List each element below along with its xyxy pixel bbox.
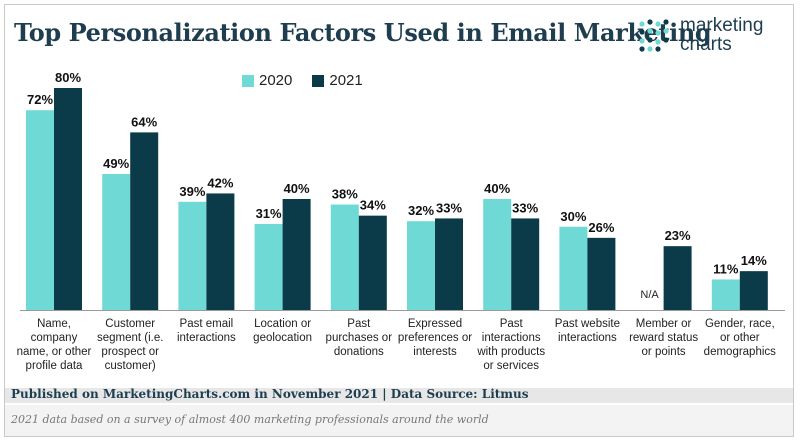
category-label-1: Customer segment (i.e. prospect or customer…	[97, 318, 163, 372]
chart-legend: 2020 2021	[242, 72, 377, 89]
category-label-3: Location or geolocation	[253, 318, 312, 344]
legend-item-2020: 2020	[242, 72, 292, 89]
legend-item-2021: 2021	[312, 72, 363, 89]
bar-2021-5	[435, 218, 463, 310]
data-label-2020-1: 49%	[103, 156, 129, 171]
category-label-0: Name, company name, or other profile data	[17, 318, 92, 372]
category-label-5: Expressed preferences or interests	[398, 318, 472, 358]
data-label-2020-0: 72%	[27, 92, 53, 107]
bar-2020-7	[559, 226, 588, 310]
bar-2020-4	[330, 204, 359, 310]
bar-2020-9	[711, 279, 740, 310]
data-label-2020-5: 32%	[408, 203, 434, 218]
bar-2021-4	[358, 215, 387, 310]
data-label-2021-1: 64%	[131, 114, 157, 129]
bar-2020-5	[407, 221, 435, 310]
legend-label-2021: 2021	[329, 72, 363, 89]
data-label-2021-4: 34%	[360, 198, 386, 213]
chart-title: Top Personalization Factors Used in Emai…	[14, 18, 712, 47]
bar-2021-8	[663, 246, 692, 310]
logo-line-2: charts	[680, 34, 732, 55]
logo-dots-icon	[639, 19, 669, 52]
footer-note-band	[5, 405, 793, 436]
category-label-8: Member or reward status or points	[629, 318, 698, 358]
footer-source: Published on MarketingCharts.com in Nove…	[11, 387, 529, 401]
data-label-2021-2: 42%	[207, 175, 233, 190]
bar-2020-1	[102, 174, 131, 310]
logo-text: marketing charts	[680, 16, 763, 54]
category-label-7: Past website interactions	[555, 318, 620, 344]
data-label-2020-7: 30%	[560, 209, 586, 224]
bar-2021-9	[739, 271, 768, 310]
bar-2021-3	[282, 199, 311, 310]
bar-2021-7	[587, 237, 616, 310]
data-label-2020-3: 31%	[256, 206, 282, 221]
bar-2020-2	[178, 201, 207, 310]
chart-frame	[4, 4, 794, 437]
data-label-2021-6: 33%	[512, 200, 538, 215]
data-label-2021-7: 26%	[588, 220, 614, 235]
footer-note: 2021 data based on a survey of almost 40…	[11, 413, 489, 426]
legend-label-2020: 2020	[259, 72, 293, 89]
data-label-2021-9: 14%	[741, 253, 767, 268]
bar-2021-0	[54, 88, 82, 310]
logo-line-1: marketing	[680, 15, 764, 36]
marketingcharts-logo: marketing charts	[638, 14, 788, 58]
legend-swatch-2020	[242, 74, 254, 87]
category-label-2: Past email interactions	[177, 318, 236, 344]
bar-2021-1	[130, 132, 159, 310]
category-label-4: Past purchases or donations	[326, 318, 393, 358]
bar-2021-6	[511, 218, 540, 310]
category-label-9: Gender, race, or other demographics	[704, 318, 776, 358]
data-label-2021-3: 40%	[284, 181, 310, 196]
data-label-2020-4: 38%	[332, 187, 358, 202]
data-label-2021-0: 80%	[55, 70, 81, 85]
legend-swatch-2021	[312, 74, 325, 87]
data-label-2020-8: N/A	[640, 289, 659, 301]
data-label-2021-8: 23%	[665, 228, 691, 243]
data-label-2021-5: 33%	[436, 200, 462, 215]
data-label-2020-2: 39%	[179, 184, 205, 199]
bar-2020-0	[26, 110, 54, 310]
bar-chart: 72%80% Name, company name, or other profile …	[17, 70, 785, 372]
bar-2020-3	[254, 223, 283, 310]
bar-2021-2	[206, 193, 235, 310]
bar-2020-6	[483, 199, 512, 310]
footer-source-band	[5, 388, 793, 403]
data-label-2020-9: 11%	[713, 261, 739, 276]
data-label-2020-6: 40%	[484, 181, 510, 196]
category-label-6: Past interactions with products or services	[476, 318, 545, 372]
